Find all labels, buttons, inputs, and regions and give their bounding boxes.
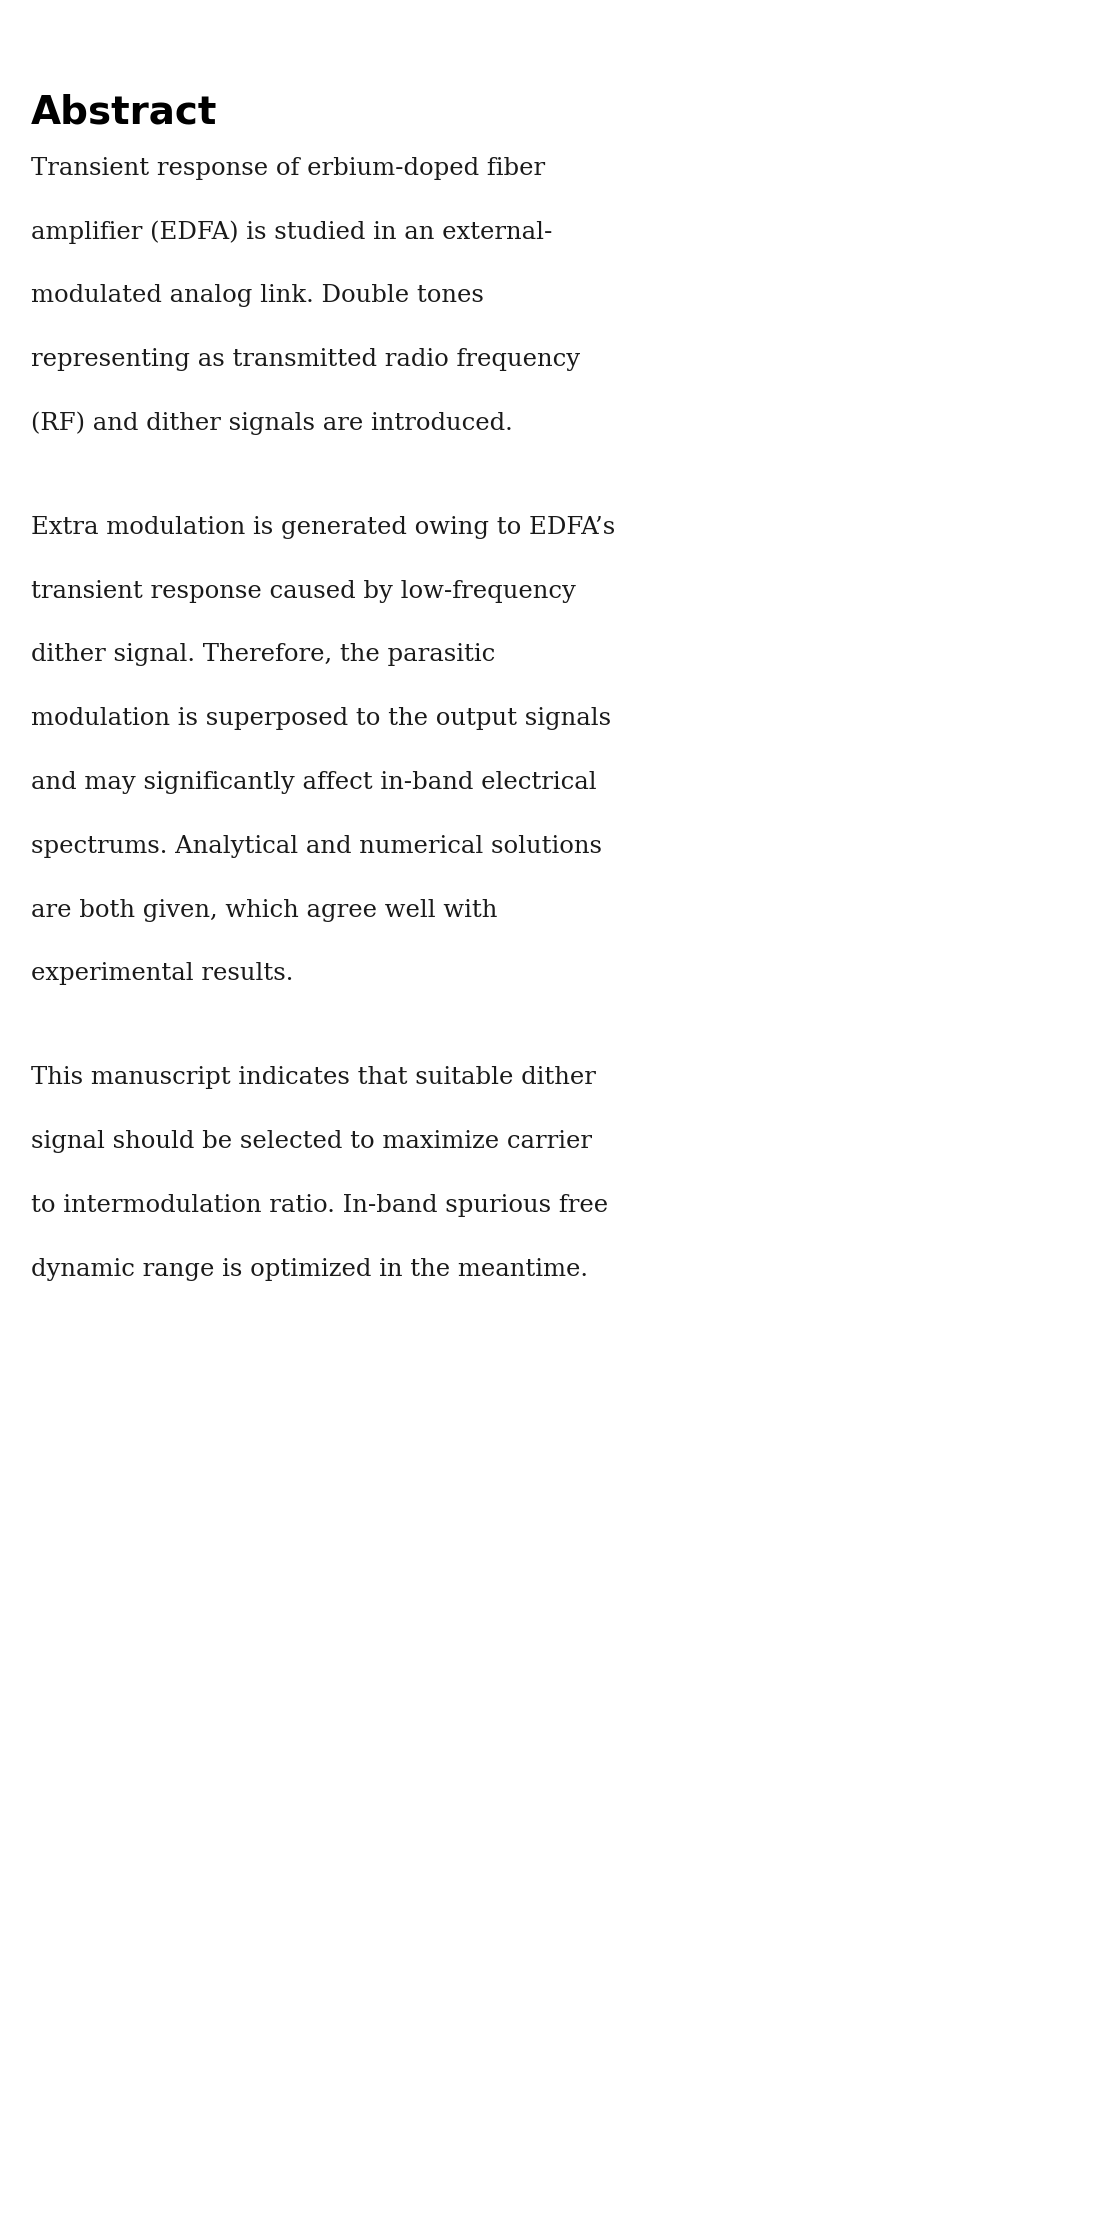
Text: and may significantly affect in-band electrical: and may significantly affect in-band ele… <box>31 770 596 794</box>
Text: amplifier (EDFA) is studied in an external-: amplifier (EDFA) is studied in an extern… <box>31 222 553 244</box>
Text: Extra modulation is generated owing to EDFA’s: Extra modulation is generated owing to E… <box>31 515 615 539</box>
Text: dither signal. Therefore, the parasitic: dither signal. Therefore, the parasitic <box>31 642 496 667</box>
Text: experimental results.: experimental results. <box>31 962 294 985</box>
Text: spectrums. Analytical and numerical solutions: spectrums. Analytical and numerical solu… <box>31 835 602 857</box>
Text: Transient response of erbium-doped fiber: Transient response of erbium-doped fiber <box>31 157 545 179</box>
Text: dynamic range is optimized in the meantime.: dynamic range is optimized in the meanti… <box>31 1258 589 1280</box>
Text: Abstract: Abstract <box>31 94 218 132</box>
Text: modulated analog link. Double tones: modulated analog link. Double tones <box>31 284 484 307</box>
Text: representing as transmitted radio frequency: representing as transmitted radio freque… <box>31 347 581 372</box>
Text: This manuscript indicates that suitable dither: This manuscript indicates that suitable … <box>31 1065 596 1090</box>
Text: transient response caused by low-frequency: transient response caused by low-frequen… <box>31 580 576 602</box>
Text: signal should be selected to maximize carrier: signal should be selected to maximize ca… <box>31 1130 592 1153</box>
Text: modulation is superposed to the output signals: modulation is superposed to the output s… <box>31 707 611 730</box>
Text: to intermodulation ratio. In-band spurious free: to intermodulation ratio. In-band spurio… <box>31 1193 609 1217</box>
Text: are both given, which agree well with: are both given, which agree well with <box>31 897 498 922</box>
Text: (RF) and dither signals are introduced.: (RF) and dither signals are introduced. <box>31 412 513 436</box>
